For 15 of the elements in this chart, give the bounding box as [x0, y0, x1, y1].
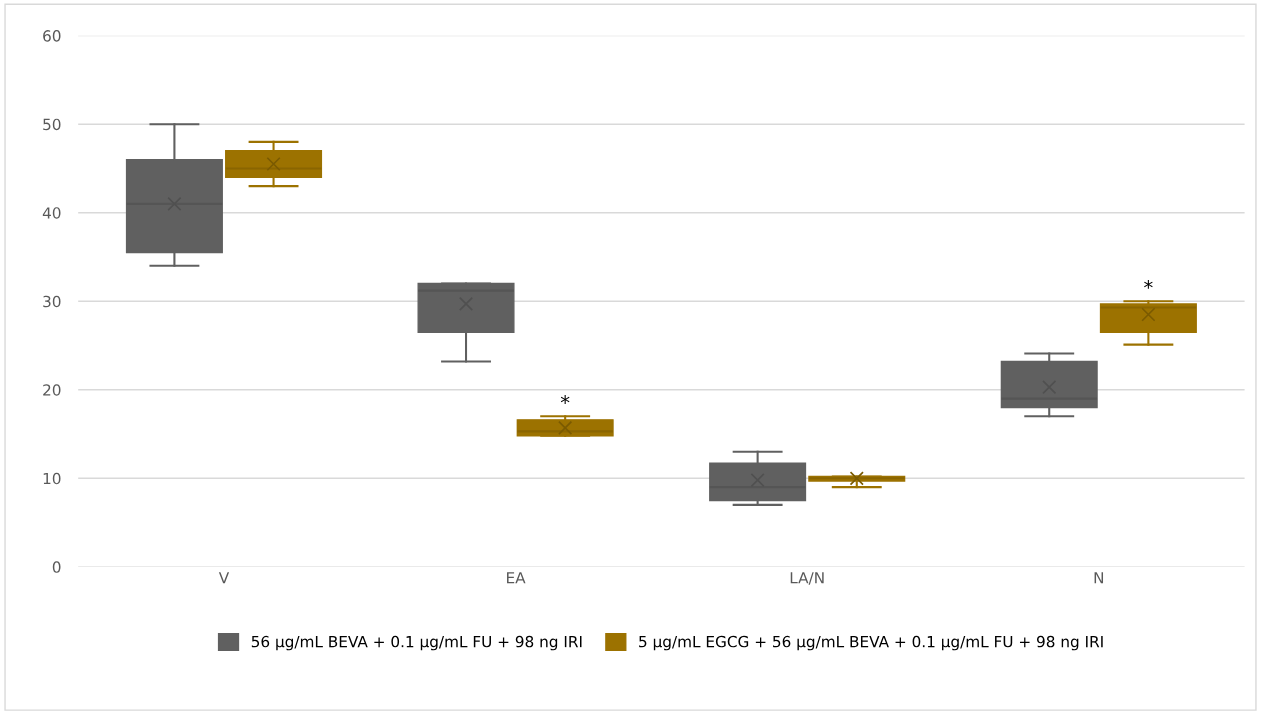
legend-label: 56 µg/mL BEVA + 0.1 µg/mL FU + 98 ng IRI [251, 635, 582, 651]
y-tick-label: 50 [43, 118, 61, 131]
y-tick-label: 40 [42, 207, 61, 219]
annotation: * [1144, 279, 1153, 289]
x-tick-label: LA/N [790, 572, 824, 585]
y-tick-label: 60 [43, 30, 61, 42]
legend-label: 5 µg/mL EGCG + 56 µg/mL BEVA + 0.1 µg/mL FU + 98 ng IRI [639, 635, 1103, 651]
y-tick-label: 0 [52, 561, 61, 573]
annotation: * [560, 395, 570, 404]
x-tick-label: N [1094, 572, 1104, 584]
y-tick-label: 20 [43, 384, 61, 396]
x-tick-label: EA [507, 572, 526, 584]
y-tick-label: 10 [43, 472, 61, 485]
y-tick-label: 30 [43, 295, 61, 308]
x-tick-label: V [218, 572, 230, 584]
